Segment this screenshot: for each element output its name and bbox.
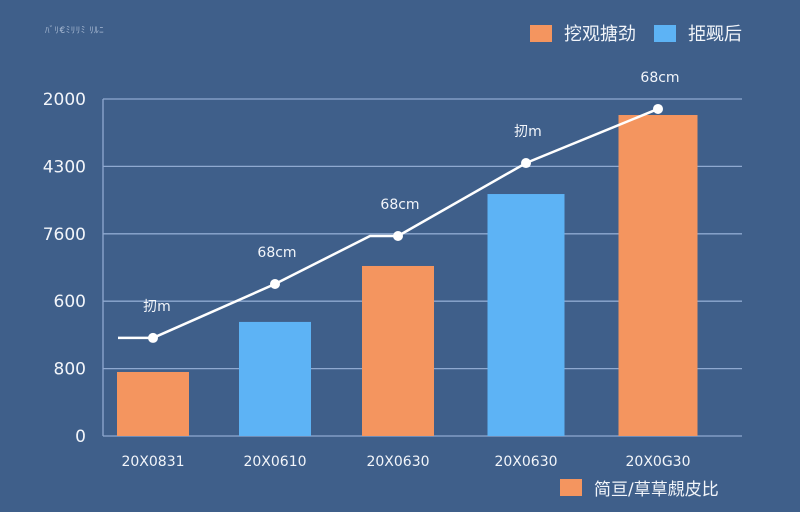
bar [117, 371, 189, 436]
legend-label: 挖观搪劲 [564, 24, 636, 45]
y-tick-label: 4300 [43, 157, 86, 177]
data-point-label: 扨m [143, 299, 171, 315]
chart-subtitle: ﾊﾞﾘ€ﾐﾘﾘﾐ ﾘﾙﾆ [45, 26, 105, 36]
data-point-label: 扨m [514, 124, 542, 140]
bar [239, 321, 311, 436]
bar [618, 115, 698, 436]
legend-label: 简亘/䓍䓍覤皮比 [594, 480, 719, 500]
x-tick-label: 20X0630 [494, 454, 557, 470]
legend-top: 挖观搪劲 挋觋后 [522, 20, 742, 46]
bar [487, 194, 565, 436]
x-tick-label: 20X0610 [243, 454, 306, 470]
legend-swatch-blue-icon [654, 24, 676, 42]
y-tick-label: 800 [54, 360, 86, 380]
data-point-label: 68cm [257, 245, 296, 261]
y-tick-label: 0 [75, 427, 86, 447]
legend-swatch-line-icon [560, 479, 582, 496]
data-point [148, 332, 158, 343]
data-point [521, 158, 531, 169]
legend-swatch-orange-icon [530, 24, 552, 42]
legend-item-blue: 挋觋后 [654, 20, 742, 46]
legend-bottom: 简亘/䓍䓍覤皮比 [560, 475, 719, 500]
legend-label: 挋觋后 [688, 24, 742, 45]
y-tick-label: 7600 [43, 225, 86, 245]
bar [362, 265, 434, 436]
x-tick-label: 20X0831 [121, 454, 184, 470]
data-point-label: 68cm [640, 70, 679, 86]
data-point [653, 103, 663, 114]
data-point-label: 68cm [380, 197, 419, 213]
x-tick-label: 20X0G30 [626, 454, 691, 470]
data-point [393, 230, 403, 241]
y-tick-label: 2000 [43, 90, 86, 110]
legend-item-orange: 挖观搪劲 [530, 20, 636, 46]
data-point [270, 279, 280, 290]
x-tick-label: 20X0630 [366, 454, 429, 470]
y-tick-label: 600 [54, 292, 86, 312]
